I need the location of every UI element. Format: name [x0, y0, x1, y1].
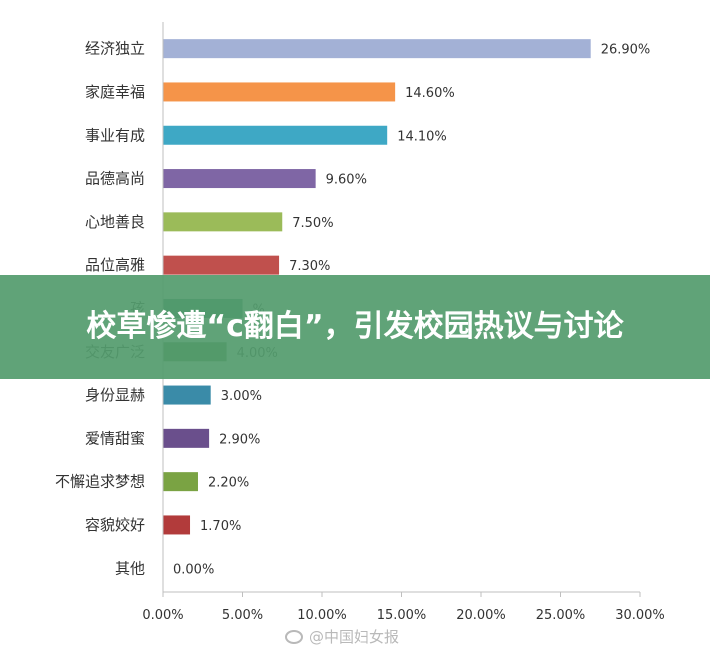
- x-tick-label: 25.00%: [536, 608, 586, 623]
- category-label: 事业有成: [85, 126, 145, 144]
- x-tick-label: 30.00%: [615, 608, 665, 623]
- bar: [163, 212, 283, 232]
- category-label: 容貌姣好: [85, 516, 145, 534]
- x-tick-label: 0.00%: [142, 608, 183, 623]
- headline-banner: 校草惨遭“c翻白”，引发校园热议与讨论: [0, 275, 710, 379]
- bar: [163, 472, 198, 492]
- category-label: 爱情甜蜜: [85, 429, 145, 447]
- bar: [163, 82, 396, 102]
- value-label: 9.60%: [326, 173, 367, 188]
- category-label: 不懈追求梦想: [55, 473, 145, 491]
- watermark-text: @中国妇女报: [309, 628, 400, 646]
- value-label: 7.50%: [292, 216, 333, 231]
- x-tick-label: 10.00%: [297, 608, 347, 623]
- bar: [163, 169, 316, 189]
- category-label: 品德高尚: [85, 170, 145, 188]
- value-label: 14.60%: [405, 86, 455, 101]
- headline-text: 校草惨遭“c翻白”，引发校园热议与讨论: [86, 309, 624, 344]
- value-label: 1.70%: [200, 519, 241, 534]
- watermark: @中国妇女报: [285, 626, 399, 647]
- bar: [163, 125, 388, 145]
- value-label: 14.10%: [397, 129, 447, 144]
- value-label: 2.90%: [219, 432, 260, 447]
- weibo-icon: [285, 629, 303, 644]
- bar: [163, 428, 210, 448]
- value-labels: 26.90%14.60%14.10%9.60%7.50%7.30%%4.00%3…: [173, 43, 650, 578]
- x-tick-labels: 0.00% 5.00% 10.00% 15.00% 20.00% 25.00% 30.00%: [142, 592, 665, 623]
- value-label: 3.00%: [221, 389, 262, 404]
- x-tick-label: 5.00%: [222, 608, 263, 623]
- bar: [163, 255, 280, 275]
- category-label: 品位高雅: [85, 256, 145, 274]
- value-label: 2.20%: [208, 476, 249, 491]
- category-label: 身份显赫: [85, 386, 145, 404]
- bar: [163, 515, 191, 535]
- bars: [163, 39, 591, 535]
- bar: [163, 39, 591, 59]
- value-label: 7.30%: [289, 259, 330, 274]
- x-tick-label: 20.00%: [456, 608, 506, 623]
- category-label: 经济独立: [85, 40, 145, 58]
- bar: [163, 385, 211, 405]
- category-label: 心地善良: [85, 213, 145, 231]
- value-label: 0.00%: [173, 562, 214, 577]
- value-label: 26.90%: [601, 43, 651, 58]
- category-label: 其他: [115, 559, 145, 577]
- category-label: 家庭幸福: [85, 83, 145, 101]
- x-tick-label: 15.00%: [377, 608, 427, 623]
